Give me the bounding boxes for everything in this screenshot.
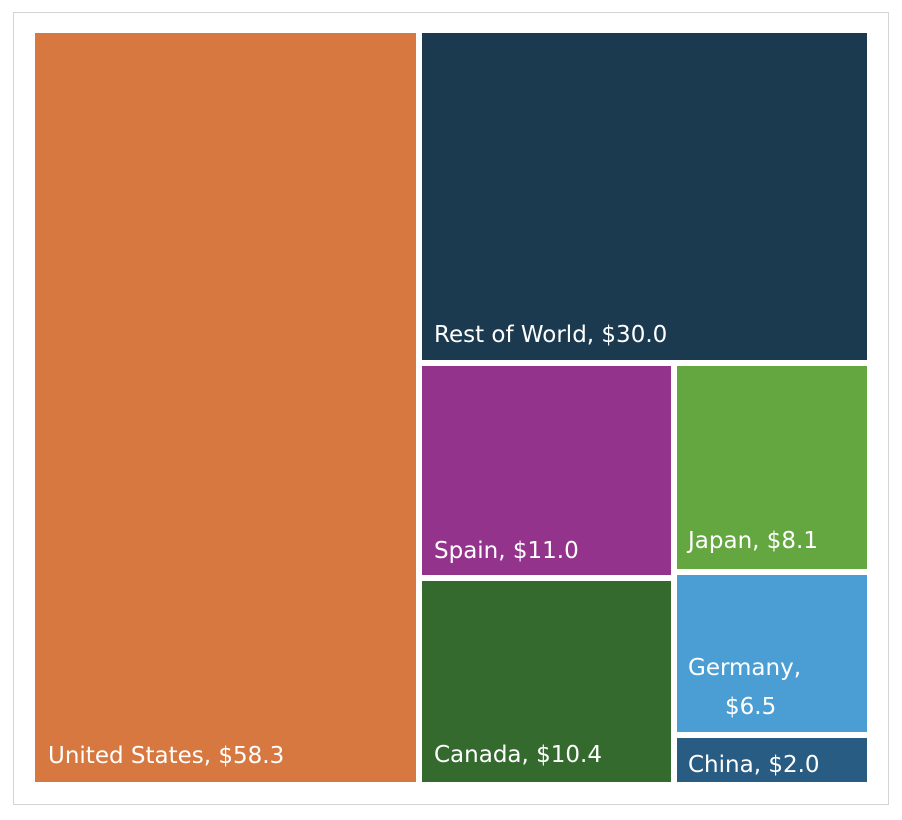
tile-label-germany-line1: Germany,	[688, 655, 801, 681]
tile-spain[interactable]: Spain, $11.0	[422, 366, 671, 575]
tile-rest-of-world[interactable]: Rest of World, $30.0	[422, 33, 867, 360]
tile-rect-united-states	[35, 33, 416, 782]
tile-rect-canada	[422, 581, 671, 782]
tile-rect-germany	[677, 575, 867, 732]
tile-germany[interactable]: Germany, $6.5	[677, 575, 867, 732]
tile-canada[interactable]: Canada, $10.4	[422, 581, 671, 782]
tile-rect-china	[677, 738, 867, 782]
tile-japan[interactable]: Japan, $8.1	[677, 366, 867, 569]
tile-label-japan: Japan, $8.1	[686, 528, 818, 554]
tile-rect-rest-of-world	[422, 33, 867, 360]
tile-rect-spain	[422, 366, 671, 575]
tile-label-germany-line2: $6.5	[725, 694, 776, 720]
tile-label-rest-of-world: Rest of World, $30.0	[434, 322, 667, 348]
tile-united-states[interactable]: United States, $58.3	[35, 33, 416, 782]
tile-label-canada: Canada, $10.4	[434, 742, 602, 768]
tile-label-united-states: United States, $58.3	[48, 743, 284, 769]
tile-rect-japan	[677, 366, 867, 569]
tile-china[interactable]: China, $2.0	[677, 738, 867, 782]
tile-label-spain: Spain, $11.0	[434, 538, 579, 564]
tile-label-china: China, $2.0	[688, 752, 820, 778]
